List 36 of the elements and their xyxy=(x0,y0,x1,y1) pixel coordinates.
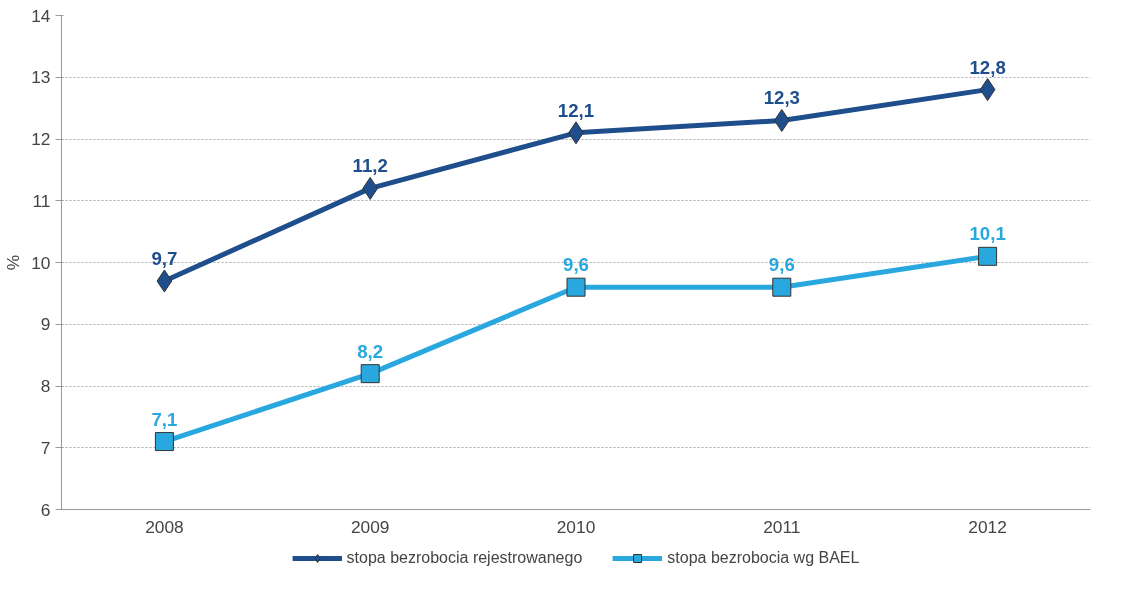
point xyxy=(154,432,174,452)
point xyxy=(979,78,996,102)
y-tick-label: 8 xyxy=(40,376,51,396)
data-label: 7,1 xyxy=(151,408,178,430)
y-tick-label: 14 xyxy=(31,5,51,26)
data-label: 10,1 xyxy=(969,223,1006,245)
y-tick-label: 9 xyxy=(40,314,51,335)
point xyxy=(978,246,998,266)
legend-label: stopa bezrobocia rejestrowanego xyxy=(346,548,583,567)
data-label: 8,2 xyxy=(357,340,384,362)
y-tick-label: 10 xyxy=(31,252,51,273)
y-tick-label: 12 xyxy=(31,129,51,149)
x-tick-label: 2008 xyxy=(145,516,184,537)
data-label: 9,6 xyxy=(563,254,589,276)
y-tick-label: 7 xyxy=(40,437,51,458)
point xyxy=(156,269,173,293)
y-tick-label: 6 xyxy=(40,499,51,520)
y-axis-title: % xyxy=(3,254,24,271)
point xyxy=(773,108,790,132)
point xyxy=(362,176,379,200)
x-tick-label: 2009 xyxy=(350,516,390,537)
y-tick-label: 11 xyxy=(32,190,51,211)
point xyxy=(360,364,380,384)
legend-label: stopa bezrobocia wg BAEL xyxy=(667,548,860,567)
point xyxy=(772,277,792,297)
data-label: 9,7 xyxy=(151,248,178,270)
x-tick-label: 2010 xyxy=(556,516,596,537)
x-tick-label: 2011 xyxy=(763,516,801,537)
data-label: 12,8 xyxy=(969,56,1006,78)
data-label: 11,2 xyxy=(352,155,388,177)
data-label: 12,1 xyxy=(557,99,595,121)
data-label: 12,3 xyxy=(763,87,800,109)
y-tick-label: 13 xyxy=(31,67,51,88)
point xyxy=(566,277,586,297)
x-tick-label: 2012 xyxy=(968,516,1007,537)
data-label: 9,6 xyxy=(768,254,795,276)
